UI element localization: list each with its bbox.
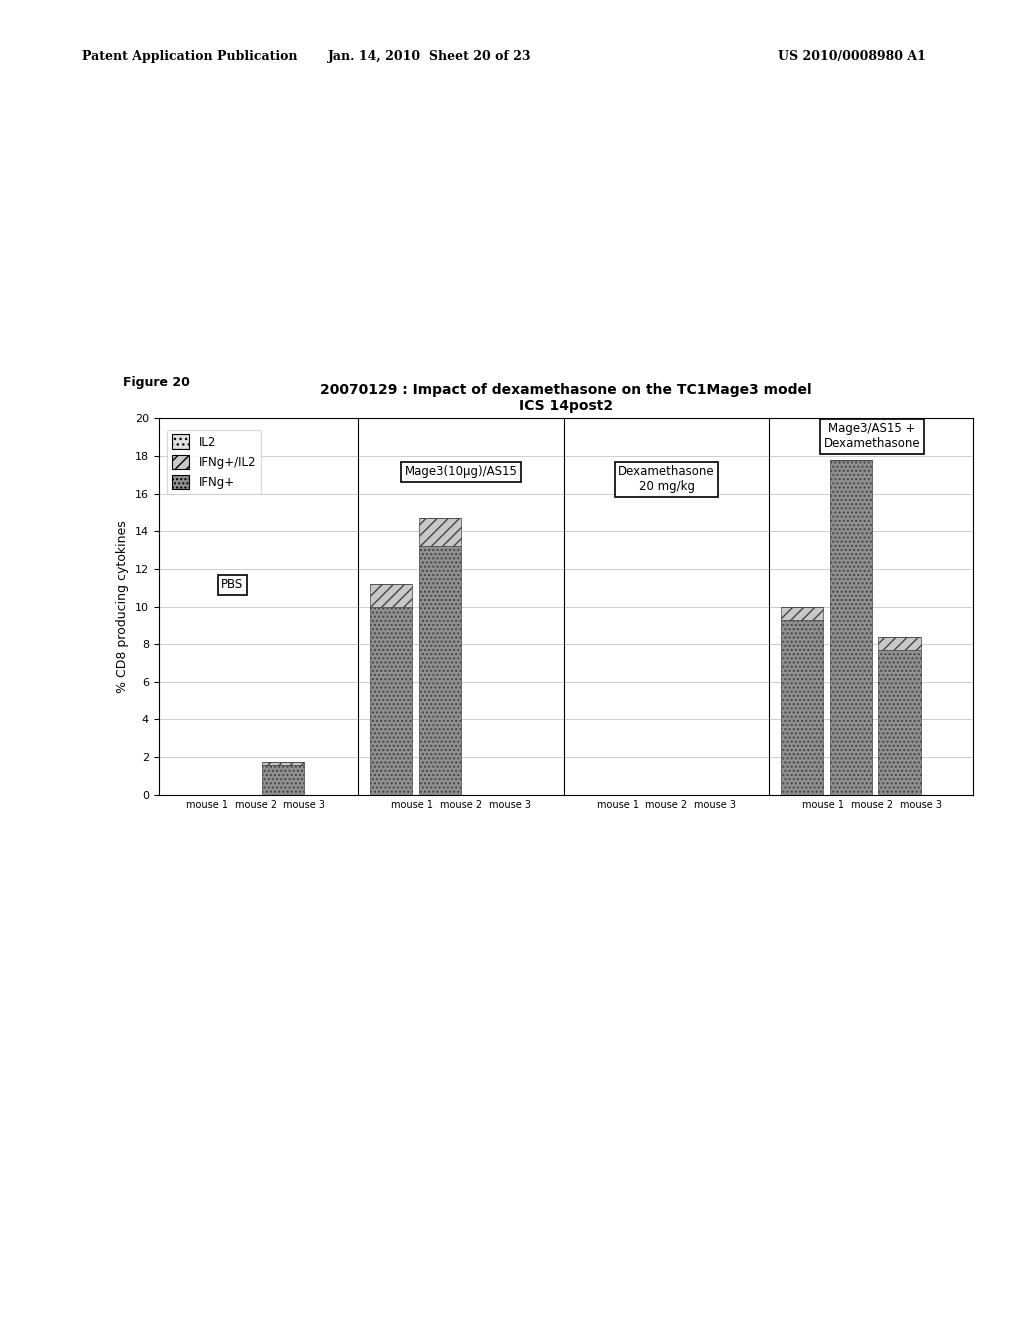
Bar <box>370 583 413 607</box>
Bar <box>829 459 872 795</box>
Bar <box>879 649 921 795</box>
Text: Jan. 14, 2010  Sheet 20 of 23: Jan. 14, 2010 Sheet 20 of 23 <box>329 50 531 63</box>
Bar <box>419 519 461 546</box>
Text: Mage3(10µg)/AS15: Mage3(10µg)/AS15 <box>404 466 517 478</box>
Text: Figure 20: Figure 20 <box>123 376 189 389</box>
Y-axis label: % CD8 producing cytokines: % CD8 producing cytokines <box>117 520 129 693</box>
Bar <box>370 607 413 795</box>
Bar <box>262 762 304 764</box>
Text: Patent Application Publication: Patent Application Publication <box>82 50 297 63</box>
Title: 20070129 : Impact of dexamethasone on the TC1Mage3 model
ICS 14post2: 20070129 : Impact of dexamethasone on th… <box>319 383 812 413</box>
Bar <box>419 546 461 795</box>
Text: Mage3/AS15 +
Dexamethasone: Mage3/AS15 + Dexamethasone <box>823 422 921 450</box>
Bar <box>781 619 823 795</box>
Legend: IL2, IFNg+/IL2, IFNg+: IL2, IFNg+/IL2, IFNg+ <box>167 430 261 494</box>
Bar <box>781 607 823 619</box>
Text: Dexamethasone
20 mg/kg: Dexamethasone 20 mg/kg <box>618 466 715 494</box>
Text: US 2010/0008980 A1: US 2010/0008980 A1 <box>778 50 926 63</box>
Text: PBS: PBS <box>221 578 244 591</box>
Bar <box>879 636 921 649</box>
Bar <box>262 764 304 795</box>
